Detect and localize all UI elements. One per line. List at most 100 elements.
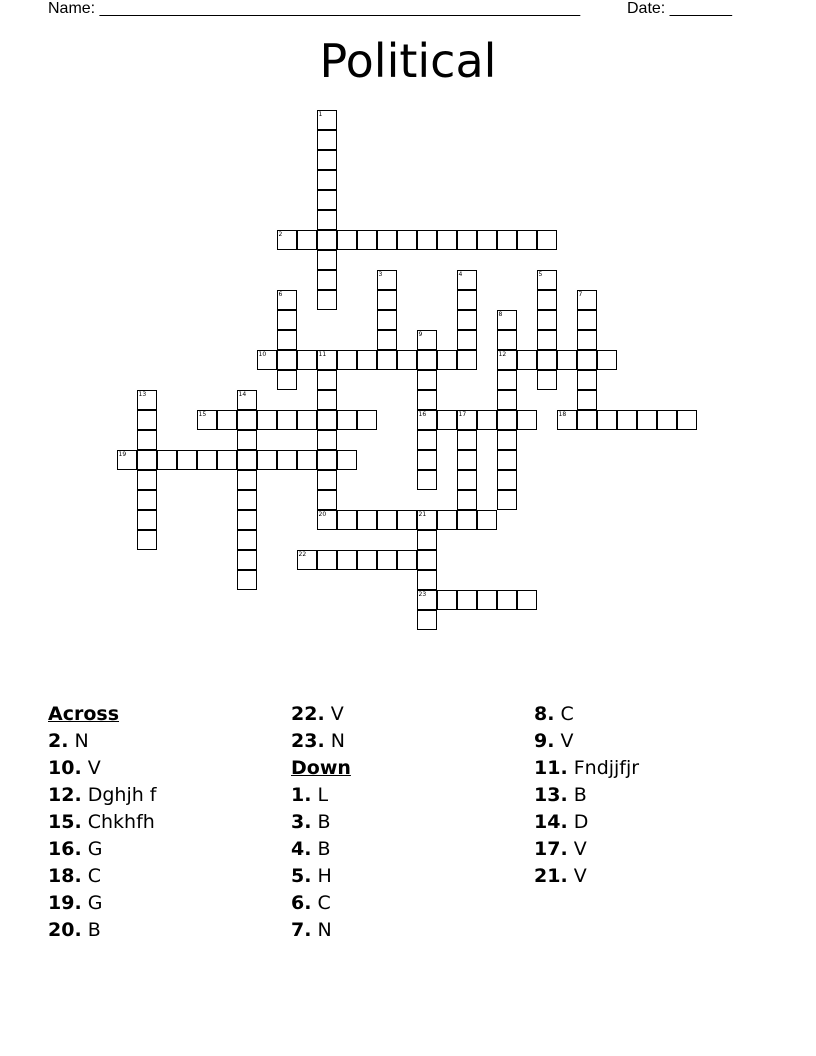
grid-cell[interactable] bbox=[376, 309, 397, 330]
grid-cell[interactable] bbox=[376, 229, 397, 250]
grid-cell[interactable] bbox=[276, 369, 297, 390]
grid-cell[interactable] bbox=[496, 589, 517, 610]
grid-cell[interactable] bbox=[656, 409, 677, 430]
grid-cell[interactable] bbox=[416, 609, 437, 630]
grid-cell[interactable] bbox=[296, 449, 317, 470]
grid-cell[interactable] bbox=[136, 529, 157, 550]
grid-cell[interactable] bbox=[476, 589, 497, 610]
grid-cell[interactable] bbox=[236, 549, 257, 570]
grid-cell[interactable] bbox=[536, 229, 557, 250]
grid-cell[interactable] bbox=[136, 489, 157, 510]
grid-cell[interactable] bbox=[136, 429, 157, 450]
grid-cell[interactable]: 14 bbox=[236, 389, 257, 410]
grid-cell[interactable] bbox=[336, 549, 357, 570]
grid-cell[interactable] bbox=[616, 409, 637, 430]
grid-cell[interactable] bbox=[676, 409, 697, 430]
grid-cell[interactable] bbox=[576, 329, 597, 350]
grid-cell[interactable] bbox=[416, 529, 437, 550]
grid-cell[interactable] bbox=[136, 509, 157, 530]
grid-cell[interactable] bbox=[316, 549, 337, 570]
grid-cell[interactable] bbox=[316, 249, 337, 270]
grid-cell[interactable] bbox=[396, 229, 417, 250]
grid-cell[interactable]: 7 bbox=[576, 289, 597, 310]
grid-cell[interactable] bbox=[496, 489, 517, 510]
grid-cell[interactable] bbox=[456, 349, 477, 370]
grid-cell[interactable]: 2 bbox=[276, 229, 297, 250]
grid-cell[interactable] bbox=[416, 429, 437, 450]
grid-cell[interactable] bbox=[536, 309, 557, 330]
grid-cell[interactable] bbox=[256, 409, 277, 430]
grid-cell[interactable] bbox=[496, 409, 517, 430]
grid-cell[interactable] bbox=[276, 329, 297, 350]
grid-cell[interactable] bbox=[436, 509, 457, 530]
grid-cell[interactable]: 1 bbox=[316, 109, 337, 130]
grid-cell[interactable] bbox=[316, 429, 337, 450]
grid-cell[interactable] bbox=[456, 309, 477, 330]
grid-cell[interactable]: 11 bbox=[316, 349, 337, 370]
grid-cell[interactable]: 21 bbox=[416, 509, 437, 530]
grid-cell[interactable] bbox=[556, 349, 577, 370]
grid-cell[interactable] bbox=[576, 309, 597, 330]
grid-cell[interactable] bbox=[396, 349, 417, 370]
grid-cell[interactable] bbox=[516, 349, 537, 370]
grid-cell[interactable]: 5 bbox=[536, 269, 557, 290]
grid-cell[interactable] bbox=[456, 449, 477, 470]
grid-cell[interactable] bbox=[276, 349, 297, 370]
grid-cell[interactable]: 15 bbox=[196, 409, 217, 430]
grid-cell[interactable] bbox=[416, 569, 437, 590]
grid-cell[interactable] bbox=[216, 449, 237, 470]
grid-cell[interactable] bbox=[576, 389, 597, 410]
grid-cell[interactable] bbox=[416, 469, 437, 490]
grid-cell[interactable]: 19 bbox=[116, 449, 137, 470]
grid-cell[interactable] bbox=[356, 349, 377, 370]
grid-cell[interactable] bbox=[316, 489, 337, 510]
grid-cell[interactable] bbox=[236, 469, 257, 490]
grid-cell[interactable] bbox=[496, 329, 517, 350]
grid-cell[interactable] bbox=[396, 509, 417, 530]
grid-cell[interactable] bbox=[296, 409, 317, 430]
grid-cell[interactable] bbox=[336, 349, 357, 370]
grid-cell[interactable]: 16 bbox=[416, 409, 437, 430]
grid-cell[interactable] bbox=[316, 389, 337, 410]
grid-cell[interactable] bbox=[316, 229, 337, 250]
grid-cell[interactable] bbox=[336, 509, 357, 530]
grid-cell[interactable] bbox=[336, 449, 357, 470]
grid-cell[interactable] bbox=[456, 229, 477, 250]
grid-cell[interactable]: 12 bbox=[496, 349, 517, 370]
grid-cell[interactable] bbox=[316, 409, 337, 430]
grid-cell[interactable] bbox=[376, 289, 397, 310]
grid-cell[interactable] bbox=[316, 289, 337, 310]
grid-cell[interactable] bbox=[136, 469, 157, 490]
grid-cell[interactable] bbox=[456, 489, 477, 510]
grid-cell[interactable]: 8 bbox=[496, 309, 517, 330]
grid-cell[interactable] bbox=[316, 469, 337, 490]
grid-cell[interactable] bbox=[136, 449, 157, 470]
grid-cell[interactable] bbox=[336, 229, 357, 250]
grid-cell[interactable] bbox=[456, 289, 477, 310]
grid-cell[interactable] bbox=[356, 229, 377, 250]
grid-cell[interactable]: 17 bbox=[456, 409, 477, 430]
grid-cell[interactable] bbox=[416, 369, 437, 390]
grid-cell[interactable] bbox=[536, 289, 557, 310]
grid-cell[interactable] bbox=[456, 469, 477, 490]
grid-cell[interactable] bbox=[316, 149, 337, 170]
grid-cell[interactable] bbox=[276, 309, 297, 330]
grid-cell[interactable] bbox=[436, 229, 457, 250]
grid-cell[interactable] bbox=[536, 329, 557, 350]
grid-cell[interactable] bbox=[416, 449, 437, 470]
grid-cell[interactable] bbox=[316, 129, 337, 150]
grid-cell[interactable] bbox=[196, 449, 217, 470]
grid-cell[interactable] bbox=[476, 229, 497, 250]
grid-cell[interactable] bbox=[376, 349, 397, 370]
grid-cell[interactable] bbox=[316, 269, 337, 290]
grid-cell[interactable] bbox=[636, 409, 657, 430]
grid-cell[interactable] bbox=[316, 169, 337, 190]
grid-cell[interactable] bbox=[496, 369, 517, 390]
grid-cell[interactable] bbox=[236, 509, 257, 530]
grid-cell[interactable]: 6 bbox=[276, 289, 297, 310]
grid-cell[interactable] bbox=[536, 369, 557, 390]
grid-cell[interactable]: 20 bbox=[316, 509, 337, 530]
grid-cell[interactable] bbox=[236, 449, 257, 470]
grid-cell[interactable] bbox=[236, 429, 257, 450]
grid-cell[interactable]: 10 bbox=[256, 349, 277, 370]
